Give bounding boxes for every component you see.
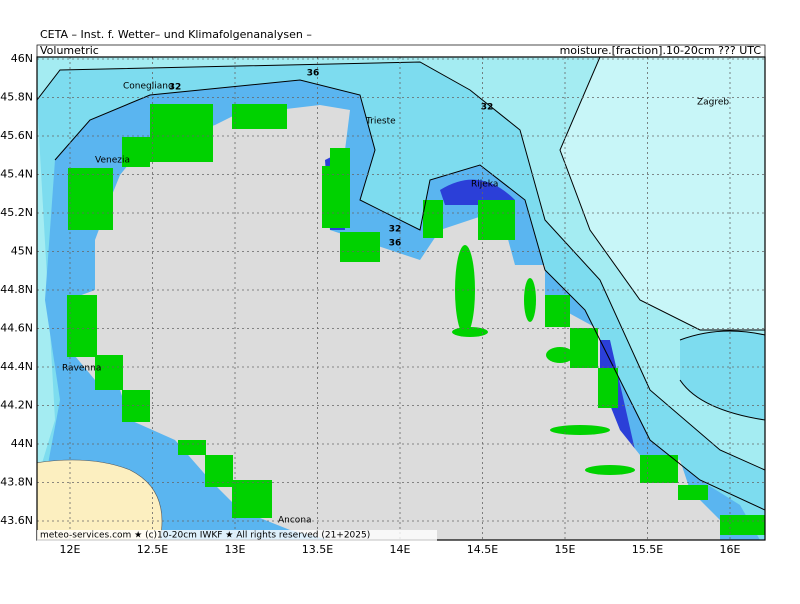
lat-label: 43.6N: [0, 514, 33, 527]
graticule: [37, 57, 765, 540]
coast-cells: [67, 104, 765, 535]
place-label: Trieste: [365, 117, 396, 127]
footer: meteo-services.com ★ (c)10-20cm IWKF ★ A…: [40, 531, 370, 541]
place-label: Venezia: [95, 156, 130, 166]
place-label: Ancona: [278, 516, 312, 526]
contour-label: 32: [481, 103, 494, 113]
lat-label: 43.8N: [0, 476, 33, 489]
header-left: Volumetric: [40, 44, 99, 57]
lon-label: 15.5E: [632, 543, 663, 556]
place-label: Conegliano: [123, 82, 174, 92]
lat-label: 45.6N: [0, 129, 33, 142]
map-area: [37, 57, 765, 540]
lat-label: 46N: [11, 52, 33, 65]
land: [37, 459, 163, 540]
header-title: CETA – Inst. f. Wetter– und Klimafolgena…: [40, 28, 312, 41]
place-label: Ravenna: [62, 364, 101, 374]
lat-label: 45N: [11, 245, 33, 258]
contour-label: 36: [389, 239, 402, 249]
contour-label: 36: [307, 69, 320, 79]
footer-box: [37, 530, 437, 541]
header-right: moisture.[fraction].10-20cm ??? UTC: [560, 44, 762, 57]
lon-label: 12.5E: [137, 543, 168, 556]
field-band: [680, 331, 765, 420]
lon-label: 16E: [720, 543, 741, 556]
lon-label: 14E: [390, 543, 411, 556]
contour-label: 32: [389, 225, 402, 235]
lat-label: 44.6N: [0, 322, 33, 335]
lon-label: 12E: [60, 543, 81, 556]
lat-label: 45.8N: [0, 91, 33, 104]
lat-label: 44.4N: [0, 360, 33, 373]
lon-label: 13E: [225, 543, 246, 556]
place-label: Zagreb: [697, 98, 729, 108]
place-label: Rijeka: [471, 180, 498, 190]
lat-label: 44.8N: [0, 283, 33, 296]
lat-label: 45.4N: [0, 168, 33, 181]
lat-label: 44.2N: [0, 399, 33, 412]
lat-label: 45.2N: [0, 206, 33, 219]
contour-label: 32: [169, 83, 182, 93]
lon-label: 14.5E: [467, 543, 498, 556]
lon-label: 13.5E: [302, 543, 333, 556]
lon-label: 15E: [555, 543, 576, 556]
contours: [37, 57, 765, 511]
lat-label: 44N: [11, 437, 33, 450]
